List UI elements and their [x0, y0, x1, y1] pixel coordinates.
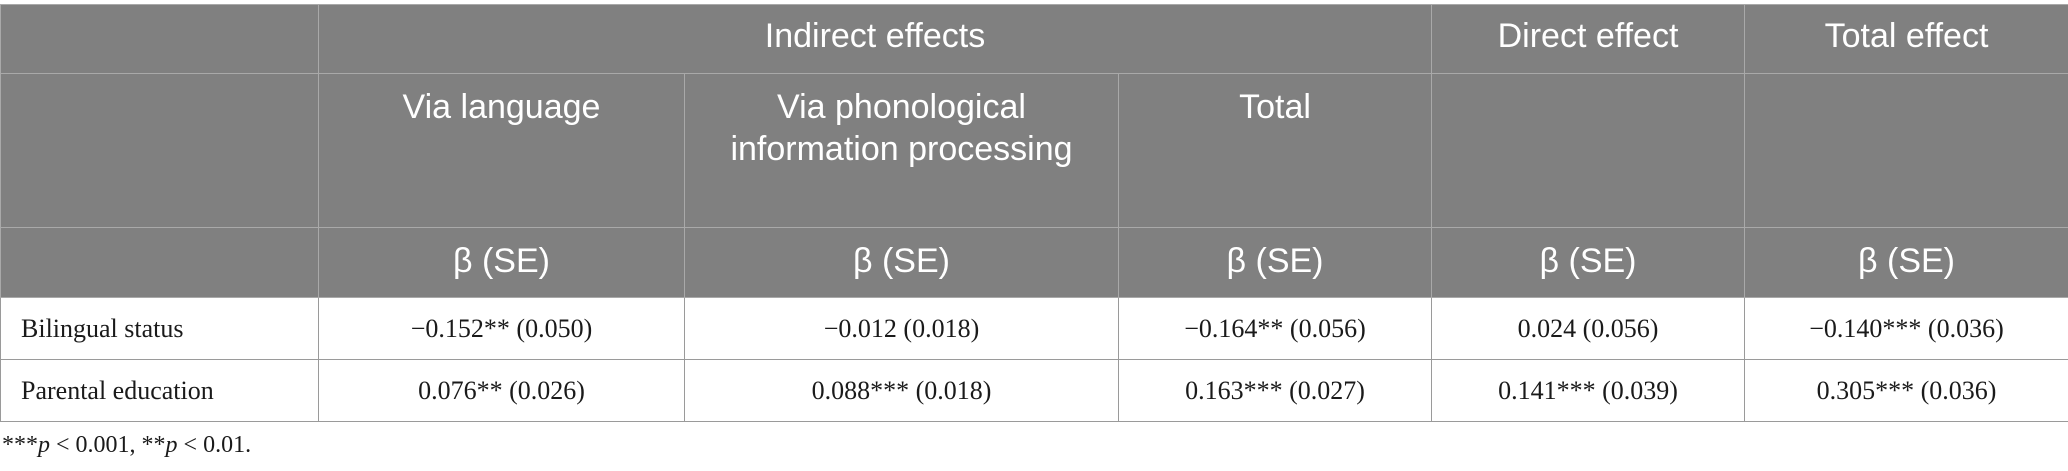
- header-empty-cell: [0, 227, 319, 298]
- cell-direct-effect: 0.024 (0.056): [1431, 297, 1746, 360]
- row-label: Parental education: [0, 359, 319, 422]
- cell-via-phonological: 0.088*** (0.018): [684, 359, 1119, 422]
- header-empty-cell: [1431, 73, 1746, 228]
- footnote-p-symbol: p: [165, 432, 178, 458]
- header-beta-se: β (SE): [318, 227, 685, 298]
- results-table: Indirect effects Direct effect Total eff…: [0, 4, 2068, 422]
- header-via-language: Via language: [318, 73, 685, 228]
- footnote-threshold-2: < 0.01.: [177, 432, 252, 458]
- footnote-p-symbol: p: [38, 432, 50, 458]
- cell-via-phonological: −0.012 (0.018): [684, 297, 1119, 360]
- header-empty-cell: [0, 73, 319, 228]
- header-direct-effect: Direct effect: [1431, 4, 1746, 74]
- footnote-threshold-1: < 0.001, **: [50, 432, 166, 458]
- header-beta-se: β (SE): [684, 227, 1119, 298]
- cell-total-effect: −0.140*** (0.036): [1744, 297, 2068, 360]
- cell-indirect-total: −0.164** (0.056): [1117, 297, 1433, 360]
- table-row: Parental education 0.076** (0.026) 0.088…: [0, 359, 2068, 422]
- header-indirect-total: Total: [1117, 73, 1433, 228]
- header-empty-cell: [0, 4, 319, 74]
- header-via-phonological: Via phonological information processing: [684, 73, 1119, 228]
- header-row-3: β (SE) β (SE) β (SE) β (SE) β (SE): [0, 227, 2068, 298]
- header-empty-cell: [1744, 73, 2068, 228]
- row-label: Bilingual status: [0, 297, 319, 360]
- header-total-effect: Total effect: [1744, 4, 2068, 74]
- header-row-1: Indirect effects Direct effect Total eff…: [0, 4, 2068, 74]
- cell-via-language: 0.076** (0.026): [318, 359, 685, 422]
- table-footnote: ***p < 0.001, **p < 0.01.: [2, 432, 251, 459]
- table-row: Bilingual status −0.152** (0.050) −0.012…: [0, 297, 2068, 360]
- cell-direct-effect: 0.141*** (0.039): [1431, 359, 1746, 422]
- footnote-stars: ***: [2, 432, 38, 458]
- header-row-2: Via language Via phonological informatio…: [0, 73, 2068, 228]
- header-beta-se: β (SE): [1431, 227, 1746, 298]
- cell-via-language: −0.152** (0.050): [318, 297, 685, 360]
- cell-total-effect: 0.305*** (0.036): [1744, 359, 2068, 422]
- cell-indirect-total: 0.163*** (0.027): [1117, 359, 1433, 422]
- header-beta-se: β (SE): [1117, 227, 1433, 298]
- header-beta-se: β (SE): [1744, 227, 2068, 298]
- header-indirect-effects: Indirect effects: [317, 4, 1433, 74]
